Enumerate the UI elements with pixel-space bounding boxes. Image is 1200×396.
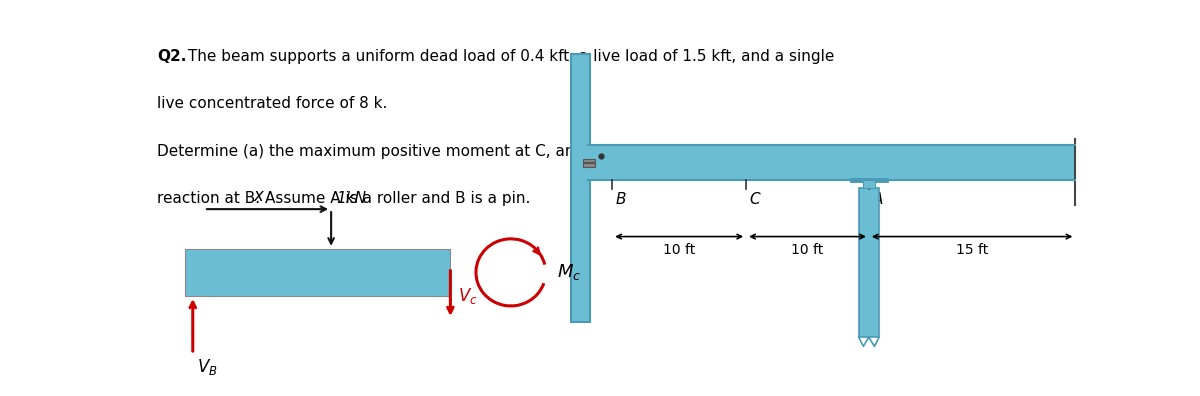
Text: Q2.: Q2. bbox=[157, 49, 187, 64]
Bar bbox=[571, 53, 590, 322]
Text: Determine (a) the maximum positive moment at C, and (b) the maximum positive ver: Determine (a) the maximum positive momen… bbox=[157, 144, 850, 158]
Text: 15 ft: 15 ft bbox=[956, 243, 989, 257]
Text: $V_B$: $V_B$ bbox=[198, 357, 218, 377]
Text: 1kN: 1kN bbox=[336, 191, 366, 206]
Bar bbox=[859, 188, 880, 337]
Text: $M_c$: $M_c$ bbox=[557, 263, 581, 282]
Text: 10 ft: 10 ft bbox=[664, 243, 695, 257]
Bar bbox=[185, 249, 450, 296]
Bar bbox=[588, 145, 1075, 180]
Text: B: B bbox=[616, 192, 626, 208]
Text: The beam supports a uniform dead load of 0.4 kft, a live load of 1.5 kft, and a : The beam supports a uniform dead load of… bbox=[184, 49, 835, 64]
Bar bbox=[583, 159, 594, 162]
Text: 10 ft: 10 ft bbox=[791, 243, 823, 257]
Text: x: x bbox=[253, 187, 263, 205]
Text: C: C bbox=[750, 192, 761, 208]
Text: live concentrated force of 8 k.: live concentrated force of 8 k. bbox=[157, 96, 388, 111]
Text: $V_c$: $V_c$ bbox=[458, 286, 478, 307]
Bar bbox=[583, 163, 594, 167]
Bar bbox=[863, 180, 875, 188]
Text: A: A bbox=[872, 192, 883, 208]
Text: reaction at B. Assume A is a roller and B is a pin.: reaction at B. Assume A is a roller and … bbox=[157, 191, 530, 206]
